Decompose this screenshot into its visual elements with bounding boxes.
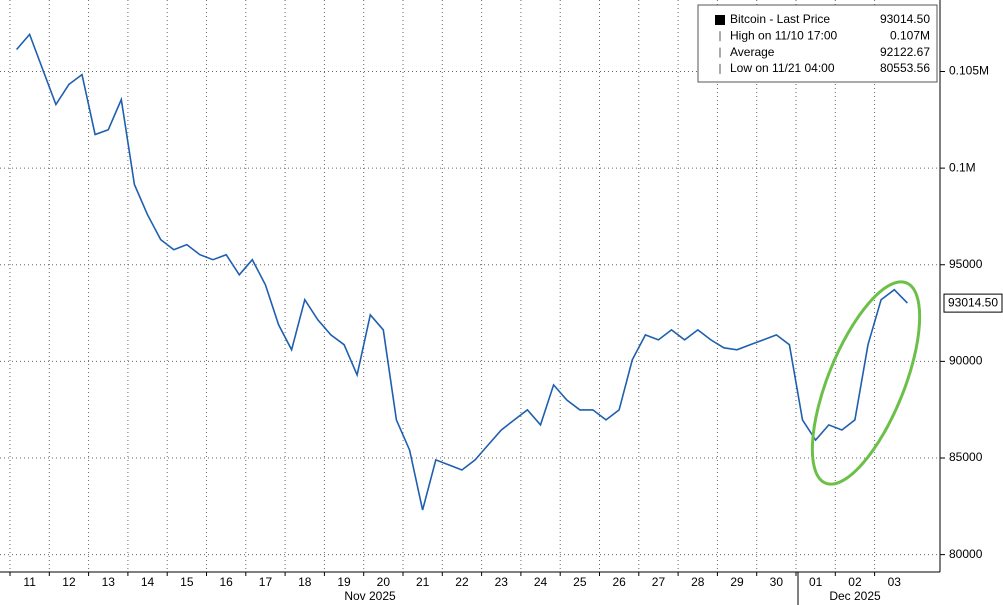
legend-swatch: [715, 15, 725, 25]
legend-name: Average: [730, 45, 775, 59]
x-tick-label: 24: [534, 575, 548, 589]
legend: Bitcoin - Last Price 93014.50 High on 11/1…: [697, 4, 938, 83]
x-tick-label: 15: [180, 575, 194, 589]
x-tick-label: 14: [141, 575, 155, 589]
x-tick-label: 23: [495, 575, 509, 589]
x-tick-label: 13: [102, 575, 116, 589]
price-line: [15, 32, 908, 511]
y-tick-label: 80000: [949, 547, 983, 561]
x-tick-label: 02: [848, 575, 862, 589]
legend-value: 93014.50: [880, 12, 930, 26]
x-tick-label: 25: [573, 575, 587, 589]
y-tick-label: 0.1M: [949, 160, 976, 174]
last-price-label: 93014.50: [948, 295, 998, 309]
legend-value: 92122.67: [880, 45, 930, 59]
legend-value: 0.107M: [890, 28, 930, 42]
x-tick-label: 28: [691, 575, 705, 589]
x-tick-label: 17: [259, 575, 273, 589]
x-tick-label: 21: [416, 575, 430, 589]
x-tick-label: 19: [337, 575, 351, 589]
x-tick-label: 29: [730, 575, 744, 589]
x-tick-label: 22: [455, 575, 469, 589]
x-tick-label: 01: [809, 575, 823, 589]
y-tick-label: 0.105M: [949, 64, 989, 78]
x-tick-label: 20: [377, 575, 391, 589]
last-price-tag: [943, 293, 1003, 313]
x-tick-label: 12: [62, 575, 76, 589]
x-tick-label: 30: [770, 575, 784, 589]
x-tick-label: 18: [298, 575, 312, 589]
legend-name: Bitcoin - Last Price: [730, 12, 830, 26]
x-tick-label: 26: [612, 575, 626, 589]
legend-box: [697, 4, 938, 83]
x-tick-label: 27: [652, 575, 666, 589]
x-tick-label: 16: [219, 575, 233, 589]
legend-value: 80553.56: [880, 61, 930, 75]
legend-name: High on 11/10 17:00: [730, 28, 838, 42]
legend-name: Low on 11/21 04:00: [730, 61, 835, 75]
x-tick-label: 11: [23, 575, 36, 589]
y-tick-label: 85000: [949, 450, 983, 464]
y-tick-label: 95000: [949, 257, 983, 271]
x-month-label: Dec 2025: [829, 589, 881, 603]
x-tick-label: 03: [888, 575, 902, 589]
x-month-label: Nov 2025: [344, 589, 396, 603]
annotation-ellipse: [810, 280, 922, 486]
y-tick-label: 90000: [949, 354, 983, 368]
